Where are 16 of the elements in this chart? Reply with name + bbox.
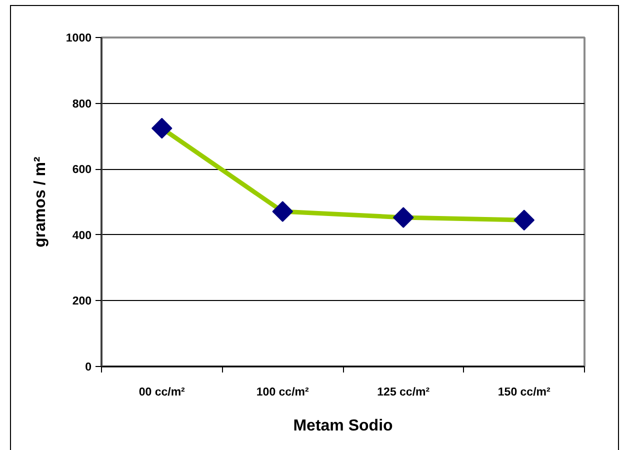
y-tick-label: 400 [72, 230, 92, 242]
y-tick-label: 800 [72, 98, 92, 110]
y-tick-label: 600 [72, 164, 92, 176]
y-tick-label: 200 [72, 296, 92, 308]
x-tick-label: 150 cc/m² [498, 386, 551, 398]
y-axis-title: gramos / m² [32, 156, 49, 248]
x-tick-label: 00 cc/m² [138, 386, 186, 398]
point [392, 207, 414, 228]
x-tick-label: 125 cc/m² [377, 386, 430, 398]
y-tick-label: 1000 [66, 32, 92, 44]
x-tick-label: 100 cc/m² [256, 386, 310, 398]
x-axis-title: Metam Sodio [293, 418, 394, 434]
point [272, 201, 294, 222]
point [514, 210, 535, 230]
point [151, 118, 172, 139]
y-tick-label: 0 [85, 362, 92, 374]
